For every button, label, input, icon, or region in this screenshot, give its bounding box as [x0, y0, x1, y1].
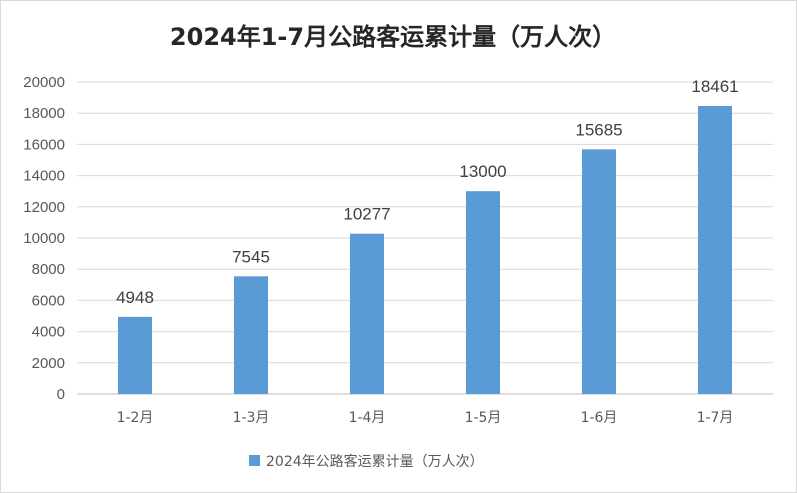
x-category-label: 1-4月	[349, 410, 386, 426]
data-labels: 4948 7545 10277 13000 15685 18461	[116, 77, 739, 307]
y-tick-label: 10000	[23, 230, 65, 247]
gridlines	[77, 81, 773, 395]
chart-title: 2024年1-7月公路客运累计量（万人次）	[170, 23, 616, 51]
y-tick-label: 12000	[23, 199, 65, 216]
y-tick-label: 4000	[32, 324, 65, 341]
bars	[118, 106, 732, 395]
bar	[350, 233, 384, 394]
x-category-label: 1-7月	[697, 410, 734, 426]
x-category-label: 1-6月	[581, 410, 618, 426]
y-tick-label: 2000	[32, 355, 65, 372]
x-axis-categories: 1-2月 1-3月 1-4月 1-5月 1-6月 1-7月	[117, 410, 734, 426]
bar	[466, 191, 500, 394]
y-tick-label: 20000	[23, 74, 65, 91]
y-tick-label: 8000	[32, 261, 65, 278]
x-category-label: 1-3月	[233, 410, 270, 426]
legend: 2024年公路客运累计量（万人次）	[249, 453, 484, 470]
y-axis-ticks: 0 2000 4000 6000 8000 10000 12000 14000 16000 180…	[23, 74, 65, 403]
y-tick-label: 0	[57, 386, 65, 403]
bar	[118, 316, 152, 394]
y-tick-label: 6000	[32, 292, 65, 309]
bar	[234, 276, 268, 394]
data-label: 7545	[232, 247, 270, 266]
data-label: 13000	[459, 162, 506, 181]
data-label: 18461	[691, 77, 738, 96]
bar	[698, 106, 732, 395]
data-label: 15685	[575, 120, 622, 139]
y-tick-label: 18000	[23, 105, 65, 122]
data-label: 4948	[116, 288, 154, 307]
data-label: 10277	[343, 205, 390, 224]
legend-label: 2024年公路客运累计量（万人次）	[266, 453, 484, 470]
bar	[582, 149, 616, 394]
x-category-label: 1-5月	[465, 410, 502, 426]
x-category-label: 1-2月	[117, 410, 154, 426]
y-tick-label: 14000	[23, 168, 65, 185]
legend-swatch	[249, 455, 260, 466]
y-tick-label: 16000	[23, 136, 65, 153]
